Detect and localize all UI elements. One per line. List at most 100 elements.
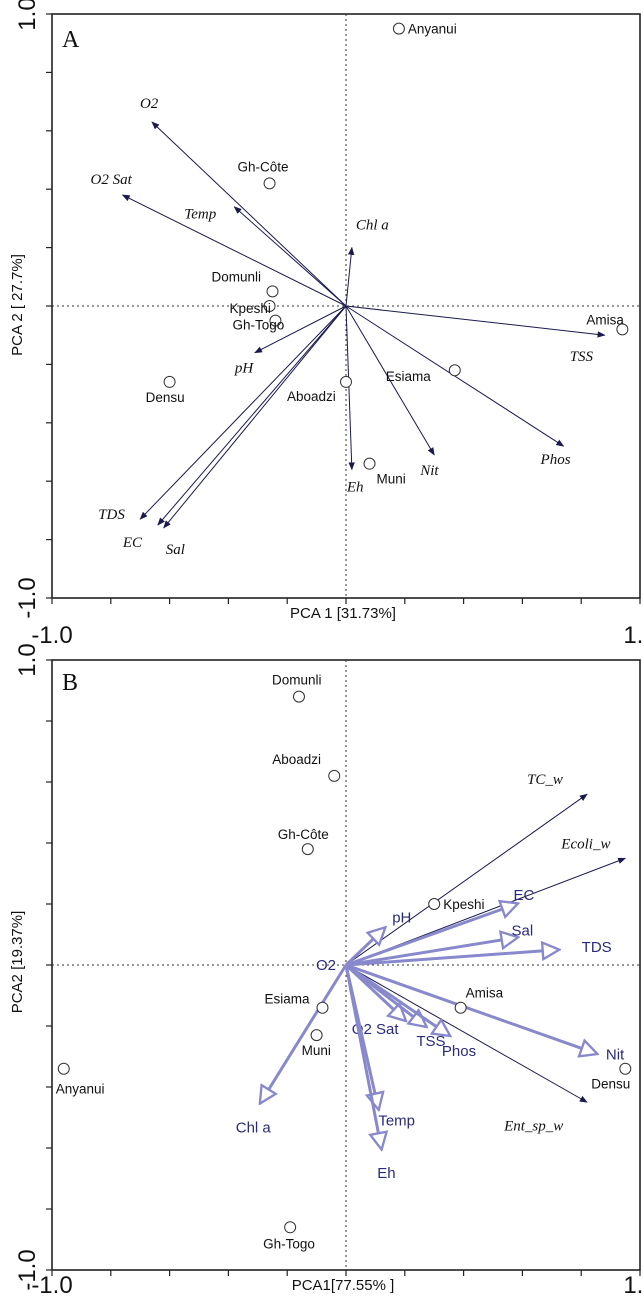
panel-a-x-axis-label: PCA 1 [31.73%] <box>290 605 396 622</box>
site-point <box>292 690 305 703</box>
site-label: Gh-Côte <box>278 827 329 842</box>
site-point <box>392 22 405 35</box>
site-point <box>269 314 282 327</box>
y-tick-label: -1.0 <box>14 1249 41 1290</box>
site-label: Esiama <box>264 992 310 1007</box>
variable-vector <box>345 938 517 967</box>
site-point <box>448 364 461 377</box>
variable-vector-label: Eh <box>377 1165 395 1182</box>
variable-vector <box>121 194 347 307</box>
variable-vector-label: Nit <box>606 1046 625 1063</box>
site-label: Anyanui <box>408 22 457 37</box>
site-label: Gh-Togo <box>263 1236 315 1251</box>
variable-vector-label: O2 Sat <box>352 1021 400 1038</box>
supplementary-vector <box>345 793 588 966</box>
variable-vector <box>139 305 347 520</box>
site-point <box>310 1029 323 1042</box>
y-tick-label: 1.0 <box>14 0 41 31</box>
panel-b-x-axis-label: PCA1[77.55% ] <box>292 1277 395 1294</box>
variable-vector-label: EC <box>122 535 143 551</box>
variable-vector <box>151 121 347 307</box>
site-point <box>263 300 276 312</box>
variable-vector-label: Phos <box>442 1043 476 1060</box>
variable-vector-label: Temp <box>184 207 216 223</box>
site-label: Aboadzi <box>272 752 321 767</box>
site-point <box>616 323 629 336</box>
variable-vector <box>254 305 347 354</box>
variable-vector <box>345 950 558 967</box>
site-point <box>263 177 276 190</box>
panel-a-letter: A <box>62 27 80 53</box>
variable-vector <box>345 904 517 967</box>
variable-vector <box>345 963 596 1053</box>
variable-vector <box>233 206 347 307</box>
site-point <box>363 457 376 470</box>
variable-vector <box>344 928 384 967</box>
variable-vector-label: Nit <box>419 463 439 479</box>
site-point <box>328 769 341 782</box>
site-label: Muni <box>377 472 406 487</box>
supplementary-vector <box>345 964 588 1103</box>
panel-a-y-axis-label: PCA 2 [ 27.7%] <box>9 254 26 356</box>
supplementary-vector-label: Ent_sp_w <box>503 1118 563 1134</box>
panel-a: A PCA 1 [31.73%] PCA 2 [ 27.7%] -1.0 1.0 -… <box>9 0 644 649</box>
site-point <box>428 898 441 910</box>
variable-vector-label: pH <box>234 361 255 377</box>
site-label: Gh-Côte <box>238 159 289 174</box>
variable-vector-label: O2 <box>316 957 336 974</box>
site-point <box>266 285 279 298</box>
variable-vector <box>344 964 381 1148</box>
supplementary-vector-label: TC_w <box>527 772 563 788</box>
variable-vector-label: Chl a <box>236 1119 272 1136</box>
site-point <box>163 375 176 388</box>
site-label: Amisa <box>466 986 504 1001</box>
site-label: Aboadzi <box>287 389 336 404</box>
variable-vector <box>157 305 347 526</box>
supplementary-vector-label: Ecoli_w <box>560 836 610 852</box>
site-label: Densu <box>591 1077 630 1092</box>
site-point <box>316 1001 329 1014</box>
variable-vector-label: Eh <box>346 480 364 496</box>
variable-vector-label: TDS <box>582 939 612 956</box>
y-tick-label: 1.0 <box>14 643 41 676</box>
site-point <box>454 1001 467 1014</box>
variable-vector-label: Phos <box>540 452 571 468</box>
variable-vector <box>345 305 355 471</box>
site-label: Kpeshi <box>443 897 484 912</box>
site-label: Esiama <box>386 369 432 384</box>
variable-vector <box>345 305 435 456</box>
site-point <box>340 375 352 388</box>
panel-b-y-axis-label: PCA2 [19.37%] <box>9 911 26 1014</box>
panel-b: B PCA1[77.55% ] PCA2 [19.37%] -1.0 1.0 -1.… <box>9 643 644 1298</box>
variable-vector-label: TDS <box>98 507 125 523</box>
variable-vector-label: EC <box>514 887 535 904</box>
x-tick-label: -1.0 <box>31 622 72 649</box>
variable-vector <box>345 246 355 307</box>
variable-vector-label: O2 <box>140 96 159 112</box>
variable-vector <box>163 305 347 529</box>
x-tick-label: -1.0 <box>31 1272 72 1298</box>
x-tick-label: 1.0 <box>623 622 644 649</box>
variable-vector-label: Sal <box>166 542 185 558</box>
site-label: Muni <box>302 1043 331 1058</box>
site-label: Domunli <box>272 673 322 688</box>
variable-vector-label: TSS <box>570 349 594 365</box>
site-label: Anyanui <box>56 1082 105 1097</box>
site-point <box>284 1221 297 1234</box>
site-point <box>619 1062 632 1075</box>
site-label: Gh-Togo <box>232 318 284 333</box>
site-label: Amisa <box>586 312 624 327</box>
y-tick-label: -1.0 <box>14 577 41 618</box>
site-point <box>57 1062 70 1075</box>
site-label: Domunli <box>212 269 262 284</box>
variable-vector-label: pH <box>392 909 411 926</box>
site-label: Densu <box>146 390 185 405</box>
site-label: Kpeshi <box>230 301 271 316</box>
variable-vector-label: Chl a <box>356 218 389 234</box>
variable-vector-label: Temp <box>378 1112 415 1129</box>
variable-vector <box>345 305 606 338</box>
variable-vector <box>345 963 449 1035</box>
variable-vector-label: Sal <box>512 923 534 940</box>
variable-vector <box>261 964 348 1102</box>
